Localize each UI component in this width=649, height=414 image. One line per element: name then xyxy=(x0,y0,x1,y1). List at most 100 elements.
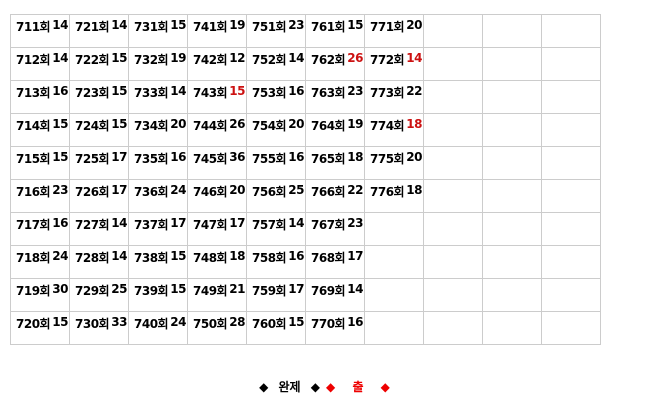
round-cell: 718회 24 xyxy=(10,245,70,279)
round-entry: 761회 15 xyxy=(306,15,364,35)
round-number: 749회 xyxy=(193,284,228,298)
round-entry: 720회 15 xyxy=(11,312,69,332)
round-value: 14 xyxy=(52,51,68,65)
round-entry: 730회 33 xyxy=(70,312,128,332)
round-value: 15 xyxy=(52,117,68,131)
round-entry: 748회 18 xyxy=(188,246,246,266)
round-value: 19 xyxy=(170,51,186,65)
round-entry: 763회 23 xyxy=(306,81,364,101)
round-number: 748회 xyxy=(193,251,228,265)
round-number: 719회 xyxy=(16,284,51,298)
round-value: 33 xyxy=(111,315,127,329)
round-entry: 774회 18 xyxy=(365,114,423,134)
round-value: 18 xyxy=(347,150,363,164)
round-number: 713회 xyxy=(16,86,51,100)
round-value: 16 xyxy=(288,249,304,263)
round-cell: 757회 14 xyxy=(246,212,306,246)
empty-cell xyxy=(423,311,483,345)
empty-cell xyxy=(482,146,542,180)
round-cell: 751회 23 xyxy=(246,14,306,48)
round-value: 12 xyxy=(229,51,245,65)
round-entry: 718회 24 xyxy=(11,246,69,266)
round-number: 729회 xyxy=(75,284,110,298)
round-entry: 755회 16 xyxy=(247,147,305,167)
round-cell: 740회 24 xyxy=(128,311,188,345)
round-number: 763회 xyxy=(311,86,346,100)
empty-cell xyxy=(423,80,483,114)
round-value: 22 xyxy=(406,84,422,98)
round-value: 20 xyxy=(288,117,304,131)
round-entry: 760회 15 xyxy=(247,312,305,332)
round-entry: 769회 14 xyxy=(306,279,364,299)
round-entry: 739회 15 xyxy=(129,279,187,299)
round-cell: 758회 16 xyxy=(246,245,306,279)
round-cell: 715회 15 xyxy=(10,146,70,180)
round-entry: 744회 26 xyxy=(188,114,246,134)
round-entry: 731회 15 xyxy=(129,15,187,35)
round-value: 14 xyxy=(288,51,304,65)
round-value: 14 xyxy=(52,18,68,32)
round-number: 744회 xyxy=(193,119,228,133)
grid-row: 712회 14 722회 15 732회 19 742회 12 752회 14 762회 26 772회… xyxy=(10,47,601,81)
round-number: 755회 xyxy=(252,152,287,166)
round-number: 717회 xyxy=(16,218,51,232)
round-cell: 720회 15 xyxy=(10,311,70,345)
round-number: 724회 xyxy=(75,119,110,133)
round-number: 714회 xyxy=(16,119,51,133)
round-value: 15 xyxy=(347,18,363,32)
empty-cell xyxy=(541,113,601,147)
round-number: 737회 xyxy=(134,218,169,232)
round-value: 17 xyxy=(347,249,363,263)
round-number: 757회 xyxy=(252,218,287,232)
round-entry: 732회 19 xyxy=(129,48,187,68)
round-cell: 753회 16 xyxy=(246,80,306,114)
round-number: 759회 xyxy=(252,284,287,298)
round-number: 723회 xyxy=(75,86,110,100)
round-cell: 752회 14 xyxy=(246,47,306,81)
empty-cell xyxy=(482,311,542,345)
round-cell: 766회 22 xyxy=(305,179,365,213)
round-value: 18 xyxy=(229,249,245,263)
round-value: 15 xyxy=(288,315,304,329)
empty-cell xyxy=(482,113,542,147)
round-entry: 767회 23 xyxy=(306,213,364,233)
round-cell: 719회 30 xyxy=(10,278,70,312)
round-number: 762회 xyxy=(311,53,346,67)
round-value: 24 xyxy=(170,183,186,197)
diamond-icon: ◆ xyxy=(310,380,321,394)
empty-cell xyxy=(423,113,483,147)
round-cell: 725회 17 xyxy=(69,146,129,180)
round-number: 768회 xyxy=(311,251,346,265)
round-value: 20 xyxy=(406,18,422,32)
round-cell: 756회 25 xyxy=(246,179,306,213)
round-cell: 767회 23 xyxy=(305,212,365,246)
grid-row: 716회 23 726회 17 736회 24 746회 20 756회 25 766회 22 776회… xyxy=(10,179,601,213)
round-value: 14 xyxy=(288,216,304,230)
round-entry: 716회 23 xyxy=(11,180,69,200)
empty-cell xyxy=(423,245,483,279)
round-cell: 764회 19 xyxy=(305,113,365,147)
round-number: 726회 xyxy=(75,185,110,199)
diamond-icon: ◆ xyxy=(326,380,336,394)
empty-cell xyxy=(423,146,483,180)
empty-cell xyxy=(423,212,483,246)
round-value: 30 xyxy=(52,282,68,296)
round-cell: 775회 20 xyxy=(364,146,424,180)
round-entry: 747회 17 xyxy=(188,213,246,233)
round-value: 17 xyxy=(288,282,304,296)
round-value: 15 xyxy=(229,84,245,98)
round-cell: 712회 14 xyxy=(10,47,70,81)
round-value: 16 xyxy=(52,84,68,98)
round-cell: 769회 14 xyxy=(305,278,365,312)
round-number: 731회 xyxy=(134,20,169,34)
round-entry: 756회 25 xyxy=(247,180,305,200)
round-number: 725회 xyxy=(75,152,110,166)
round-entry: 719회 30 xyxy=(11,279,69,299)
round-value: 17 xyxy=(111,183,127,197)
round-value: 14 xyxy=(111,216,127,230)
round-number: 746회 xyxy=(193,185,228,199)
round-entry: 738회 15 xyxy=(129,246,187,266)
round-value: 14 xyxy=(347,282,363,296)
round-cell: 746회 20 xyxy=(187,179,247,213)
round-cell: 770회 16 xyxy=(305,311,365,345)
